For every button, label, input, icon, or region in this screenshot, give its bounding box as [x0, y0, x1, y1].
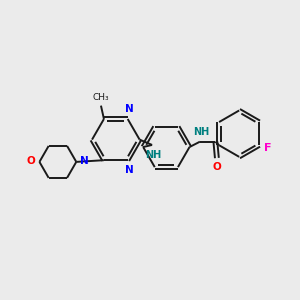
- Text: NH: NH: [146, 150, 162, 160]
- Text: N: N: [124, 104, 133, 114]
- Text: O: O: [26, 156, 35, 166]
- Text: F: F: [264, 142, 272, 153]
- Text: NH: NH: [193, 127, 209, 137]
- Text: O: O: [212, 162, 221, 172]
- Text: N: N: [80, 156, 89, 166]
- Text: N: N: [124, 165, 133, 175]
- Text: CH₃: CH₃: [93, 93, 109, 102]
